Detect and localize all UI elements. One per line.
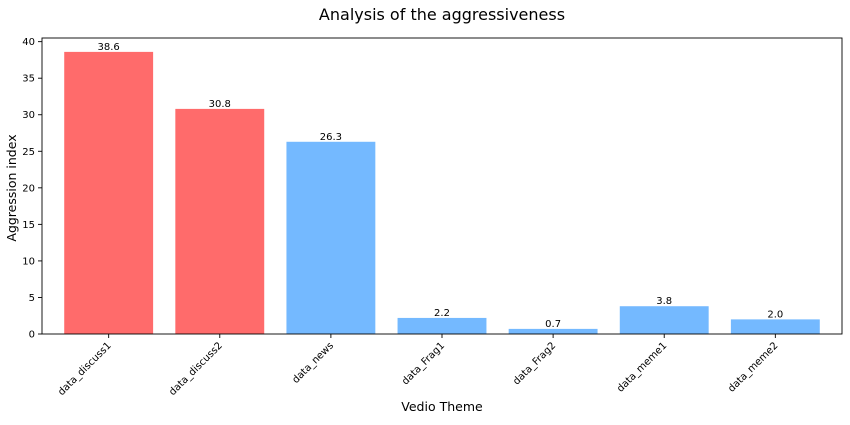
data-label-data_Frag1: 2.2 [434, 308, 450, 319]
bars-layer: 38.6 30.8 26.3 2.2 0.7 3.8 2.0 [64, 42, 820, 335]
y-axis-label: Aggression index [4, 134, 19, 241]
y-tick-label: 20 [22, 183, 35, 194]
bar-data_Frag1 [397, 317, 487, 334]
x-tick-label: data_discuss2 [167, 340, 225, 398]
bar-data_meme2 [730, 319, 820, 334]
x-tick-label: data_news [290, 340, 336, 386]
data-label-data_meme1: 3.8 [656, 296, 672, 307]
x-tick-label: data_discuss1 [56, 340, 114, 398]
x-tick-label: data_Frag1 [400, 340, 447, 387]
y-tick-label: 0 [29, 330, 35, 341]
y-tick-label: 35 [22, 74, 35, 85]
bar-data_discuss1 [64, 51, 154, 335]
y-tick-label: 15 [22, 220, 35, 231]
data-label-data_discuss1: 38.6 [98, 42, 120, 53]
data-label-data_Frag2: 0.7 [545, 319, 561, 330]
y-tick-label: 25 [22, 147, 35, 158]
chart-title: Analysis of the aggressiveness [319, 5, 565, 24]
bar-data_discuss2 [175, 108, 265, 334]
x-tick-label: data_meme2 [726, 340, 780, 394]
x-tick-label: data_Frag2 [511, 340, 558, 387]
bar-data_meme1 [619, 306, 709, 334]
bar-data_news [286, 141, 376, 334]
y-tick-label: 30 [22, 110, 35, 121]
data-label-data_news: 26.3 [320, 132, 342, 143]
y-tick-label: 5 [29, 293, 35, 304]
data-label-data_meme2: 2.0 [767, 309, 783, 320]
plot-frame [41, 37, 843, 335]
x-axis-label: Vedio Theme [401, 399, 483, 414]
x-tick-label: data_meme1 [615, 340, 669, 394]
y-tick-label: 10 [22, 256, 35, 267]
y-tick-label: 40 [22, 37, 35, 48]
data-label-data_discuss2: 30.8 [209, 99, 231, 110]
bar-data_Frag2 [508, 328, 598, 334]
